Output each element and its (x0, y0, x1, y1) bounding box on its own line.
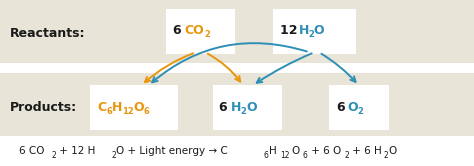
FancyBboxPatch shape (166, 9, 235, 54)
Bar (0, 73, 474, 136)
Text: 2: 2 (384, 151, 389, 160)
Text: 2: 2 (205, 30, 210, 39)
Text: H: H (112, 101, 123, 114)
Text: 2: 2 (111, 151, 116, 160)
Text: 2: 2 (240, 107, 246, 116)
Text: + 6 H: + 6 H (349, 146, 382, 156)
Bar (0, 63, 474, 73)
Text: O: O (246, 101, 256, 114)
Text: 6: 6 (263, 151, 268, 160)
Text: O + Light energy → C: O + Light energy → C (116, 146, 228, 156)
Text: 2: 2 (52, 151, 56, 160)
Text: Reactants:: Reactants: (9, 27, 85, 40)
Text: 2: 2 (344, 151, 349, 160)
Text: 12: 12 (280, 24, 301, 37)
Text: 12: 12 (280, 151, 290, 160)
Text: 6: 6 (219, 101, 232, 114)
Text: O: O (134, 101, 144, 114)
Text: O: O (347, 101, 358, 114)
Text: CO: CO (185, 24, 205, 37)
Text: O: O (389, 146, 397, 156)
Text: 6: 6 (173, 24, 186, 37)
Text: + 6 O: + 6 O (308, 146, 341, 156)
FancyBboxPatch shape (273, 9, 356, 54)
Text: C: C (97, 101, 106, 114)
Text: 6: 6 (143, 107, 149, 116)
Text: O: O (291, 146, 299, 156)
Text: 6: 6 (302, 151, 307, 160)
FancyBboxPatch shape (90, 85, 178, 130)
Text: 12: 12 (122, 107, 134, 116)
Text: Products:: Products: (9, 101, 77, 114)
Text: 2: 2 (308, 30, 314, 39)
FancyBboxPatch shape (329, 85, 389, 130)
Text: 6: 6 (107, 107, 112, 116)
Bar (0, 136, 474, 166)
Text: H: H (231, 101, 241, 114)
Text: 6: 6 (337, 101, 349, 114)
Text: H: H (299, 24, 309, 37)
Bar (0, 0, 474, 63)
Text: + 12 H: + 12 H (56, 146, 96, 156)
FancyBboxPatch shape (213, 85, 282, 130)
Text: O: O (314, 24, 324, 37)
Text: 2: 2 (358, 107, 364, 116)
Text: 6 CO: 6 CO (19, 146, 45, 156)
Text: H: H (269, 146, 276, 156)
